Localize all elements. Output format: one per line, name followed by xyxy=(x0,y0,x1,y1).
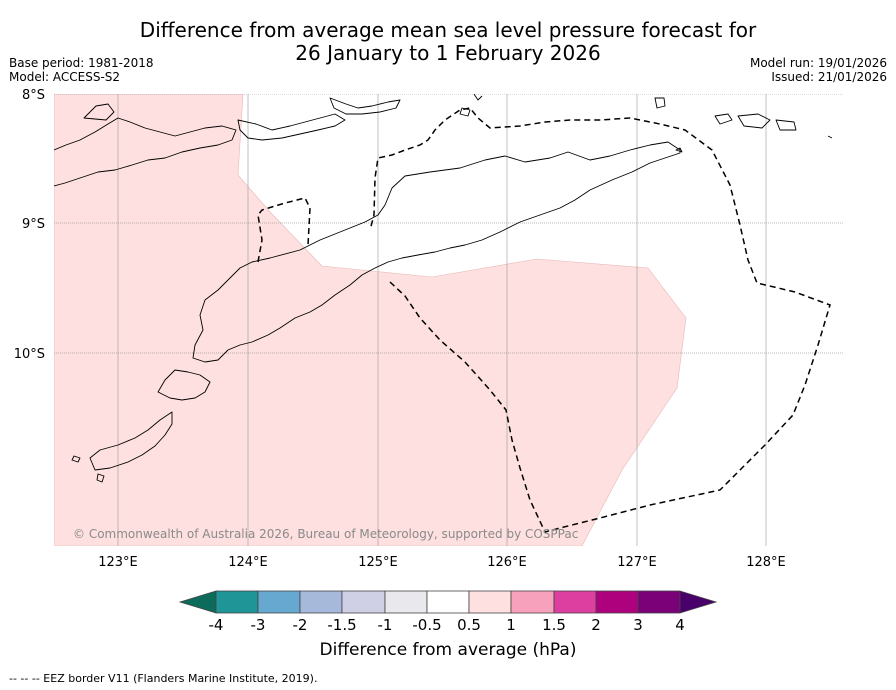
colorbar-tick-label: -3 xyxy=(251,616,266,634)
colorbar-tick-label: 3 xyxy=(633,616,643,634)
coast-kisar xyxy=(654,97,666,109)
colorbar-tick-label: -1.5 xyxy=(327,616,356,634)
coast-semau xyxy=(157,369,211,401)
eez-border xyxy=(257,107,831,533)
meta-left: Base period: 1981-2018 Model: ACCESS-S2 xyxy=(9,56,154,84)
colorbar-tick-label: -1 xyxy=(378,616,393,634)
coast-atauro xyxy=(459,107,471,117)
lat-label-10s: 10°S xyxy=(14,347,45,362)
lon-label-125e: 125°E xyxy=(358,555,398,570)
lon-label-126e: 126°E xyxy=(487,555,527,570)
colorbar-tick-label: 0.5 xyxy=(457,616,481,634)
copyright-watermark: © Commonwealth of Australia 2026, Bureau… xyxy=(73,527,578,541)
coast-lakor xyxy=(775,119,797,131)
colorbar-tick-label: -0.5 xyxy=(412,616,441,634)
colorbar-tick-label: 1 xyxy=(506,616,516,634)
anomaly-region xyxy=(54,94,687,546)
colorbar-seg-8 xyxy=(510,590,555,614)
colorbar-tick-label: 4 xyxy=(675,616,685,634)
map-area: © Commonwealth of Australia 2026, Bureau… xyxy=(54,94,844,546)
colorbar-seg-6 xyxy=(426,590,470,614)
coast-timor xyxy=(192,141,681,363)
colorbar-seg-3 xyxy=(299,590,343,614)
colorbar-title: Difference from average (hPa) xyxy=(319,640,577,660)
model-name: Model: ACCESS-S2 xyxy=(9,70,121,84)
title-line-1: Difference from average mean sea level p… xyxy=(139,18,757,42)
colorbar-seg-5 xyxy=(384,590,428,614)
colorbar: -4 -3 -2 -1.5 -1 -0.5 0.5 1 1.5 2 3 4 xyxy=(178,590,718,634)
colorbar-seg-9 xyxy=(553,590,597,614)
colorbar-arrow-low xyxy=(178,590,217,614)
lat-label-8s: 8°S xyxy=(22,88,45,103)
colorbar-tick-label: -2 xyxy=(293,616,308,634)
coast-small-isle xyxy=(96,473,105,483)
chart-title: Difference from average mean sea level p… xyxy=(0,19,896,65)
coast-top-isle xyxy=(473,94,483,101)
coast-alor xyxy=(237,113,346,141)
colorbar-seg-2 xyxy=(257,590,301,614)
coast-jaco xyxy=(675,147,683,153)
eez-footnote: -- -- -- EEZ border V11 (Flanders Marine… xyxy=(9,672,318,685)
colorbar-tick-label: 2 xyxy=(591,616,601,634)
lon-label-124e: 124°E xyxy=(228,555,268,570)
coast-wetar xyxy=(329,97,401,115)
coast-rote xyxy=(89,411,173,471)
colorbar-arrow-high xyxy=(679,590,718,614)
coast-east-tip xyxy=(827,135,833,139)
coastlines xyxy=(54,94,833,483)
issued-date: Issued: 21/01/2026 xyxy=(771,70,887,84)
lat-label-9s: 9°S xyxy=(22,217,45,232)
colorbar-seg-7 xyxy=(468,590,512,614)
lon-label-128e: 128°E xyxy=(746,555,786,570)
coast-moa xyxy=(737,113,771,129)
colorbar-seg-4 xyxy=(341,590,386,614)
lon-label-123e: 123°E xyxy=(98,555,138,570)
coast-lembata xyxy=(83,103,115,121)
lon-label-127e: 127°E xyxy=(617,555,657,570)
colorbar-seg-1 xyxy=(215,590,259,614)
colorbar-tick-label: 1.5 xyxy=(542,616,566,634)
model-run: Model run: 19/01/2026 xyxy=(749,56,887,70)
coast-flores xyxy=(54,117,237,187)
colorbar-tick-label: -4 xyxy=(209,616,224,634)
coast-ndana xyxy=(71,455,81,463)
gridlines xyxy=(54,94,844,546)
eez-timor-leste-east xyxy=(369,107,831,533)
title-line-2: 26 January to 1 February 2026 xyxy=(295,41,601,65)
colorbar-seg-10 xyxy=(595,590,639,614)
coast-leti xyxy=(714,113,733,125)
base-period: Base period: 1981-2018 xyxy=(9,56,154,70)
meta-right: Model run: 19/01/2026 Issued: 21/01/2026 xyxy=(750,56,887,84)
colorbar-seg-11 xyxy=(637,590,681,614)
